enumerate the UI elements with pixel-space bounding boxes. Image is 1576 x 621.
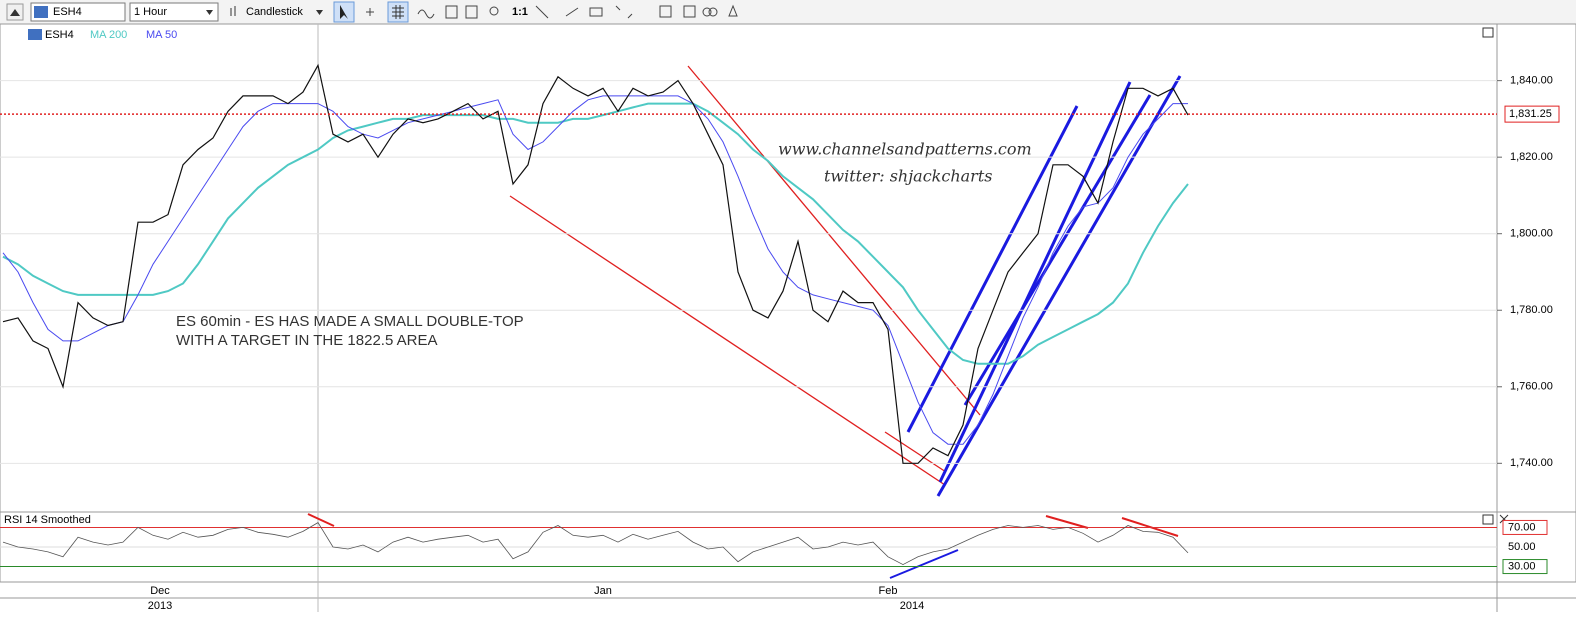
year-label: 2014 xyxy=(900,600,924,612)
maximize-button[interactable] xyxy=(1482,27,1494,38)
price-line xyxy=(2,63,1189,464)
blue-channel xyxy=(906,75,1182,497)
twitter: twitter: shjackcharts xyxy=(824,167,992,186)
red-trendlines xyxy=(509,65,981,486)
x-tick-label: Jan xyxy=(594,585,612,597)
symbol-icon xyxy=(28,29,42,40)
last-price-box xyxy=(1504,105,1560,123)
last-price-label: 1,831.25 xyxy=(1509,108,1552,120)
y-tick-label: 70.00 xyxy=(1508,521,1536,533)
rsi-line xyxy=(2,522,1189,566)
tool-icons[interactable] xyxy=(366,4,738,19)
symbol: ESH4 xyxy=(53,6,82,18)
y-tick-label: 30.00 xyxy=(1508,560,1536,572)
y-tick-label: 1,820.00 xyxy=(1510,151,1553,163)
y-tick-label: 1,740.00 xyxy=(1510,457,1553,469)
zoom-ratio[interactable]: 1:1 xyxy=(512,6,528,18)
interval-select[interactable] xyxy=(129,2,219,22)
x-tick-label: Dec xyxy=(150,585,170,597)
legend-entry[interactable]: MA 200 xyxy=(90,29,127,41)
rsi-level-box xyxy=(1502,559,1548,575)
rsi-label[interactable]: RSI 14 Smoothed xyxy=(4,514,91,526)
price-pane xyxy=(0,23,1576,513)
moving-average xyxy=(2,102,1189,365)
rsi-level-box xyxy=(1502,519,1548,535)
legend-entry[interactable]: MA 50 xyxy=(146,29,177,41)
maximize-button[interactable] xyxy=(1482,514,1494,525)
y-tick-label: 1,840.00 xyxy=(1510,75,1553,87)
note: ES 60min - ES HAS MADE A SMALL DOUBLE-TO… xyxy=(176,313,524,330)
year-label: 2013 xyxy=(148,600,172,612)
legend-entry[interactable]: ESH4 xyxy=(45,29,74,41)
moving-average xyxy=(2,95,1188,445)
y-tick-label: 1,760.00 xyxy=(1510,381,1553,393)
y-tick-label: 1,780.00 xyxy=(1510,304,1553,316)
chart-style[interactable]: Candlestick xyxy=(246,6,303,18)
y-tick-label: 50.00 xyxy=(1508,541,1536,553)
note: WITH A TARGET IN THE 1822.5 AREA xyxy=(176,332,437,349)
y-tick-label: 1,800.00 xyxy=(1510,228,1553,240)
toolbar xyxy=(0,0,1576,24)
x-tick-label: Feb xyxy=(879,585,898,597)
symbol-box[interactable] xyxy=(30,2,126,22)
interval: 1 Hour xyxy=(134,6,167,18)
website: www.channelsandpatterns.com xyxy=(778,140,1032,159)
